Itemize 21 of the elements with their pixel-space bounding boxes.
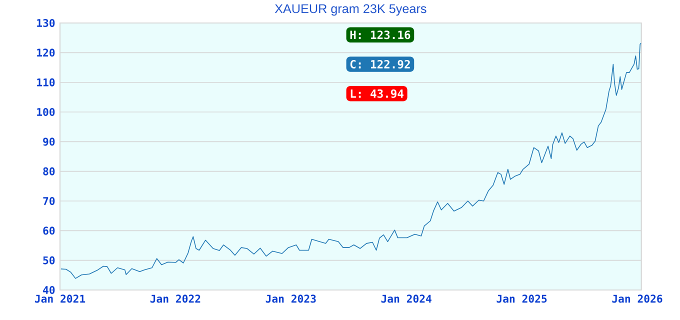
x-tick-label: Jan 2026	[612, 294, 662, 303]
y-tick-label: 50	[43, 256, 55, 264]
y-tick-label: 70	[43, 196, 55, 206]
x-tick-label: Jan 2022	[150, 294, 200, 303]
y-tick-label: 60	[43, 226, 55, 235]
x-tick-label: Jan 2024	[381, 294, 432, 303]
y-tick-label: 130	[37, 18, 55, 28]
annotation: L: 43.94	[350, 89, 404, 98]
y-tick-label: 120	[37, 48, 55, 57]
x-tick-label: Jan 2025	[496, 294, 547, 303]
x-tick-label: Jan 2021	[34, 294, 86, 303]
y-tick-label: 90	[43, 138, 55, 146]
y-tick-label: 40	[43, 286, 55, 294]
annotation: H: 123.16	[350, 30, 410, 40]
chart-title: XAUEUR gram 23K 5years	[274, 4, 426, 16]
line-series	[60, 42, 642, 279]
y-tick-label: 100	[37, 108, 55, 116]
x-tick-label: Jan 2023	[266, 294, 316, 303]
y-tick-label: 110	[37, 78, 55, 86]
y-tick-label: 80	[43, 167, 55, 176]
annotation: C: 122.92	[350, 60, 410, 69]
